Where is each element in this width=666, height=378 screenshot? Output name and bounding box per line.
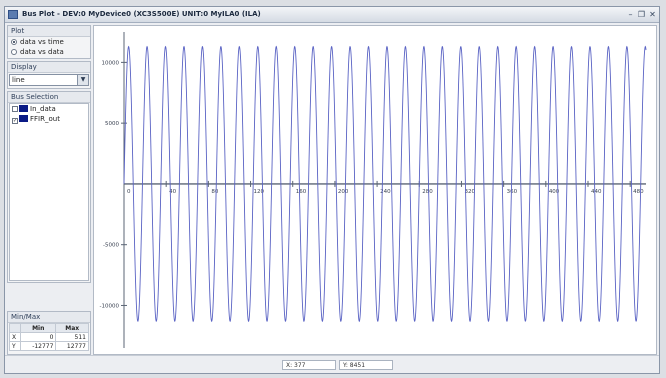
- chevron-down-icon[interactable]: ▼: [77, 75, 88, 85]
- y-readout: Y: 8451: [339, 360, 393, 370]
- minmax-row-x: X 0 511: [10, 333, 89, 342]
- title-bar[interactable]: Bus Plot - DEV:0 MyDevice0 (XC3S500E) UN…: [5, 7, 659, 23]
- bus-item-ffir-out[interactable]: ✓ FFIR_out: [10, 114, 88, 124]
- bus-list: In_data ✓ FFIR_out: [9, 103, 89, 281]
- close-icon[interactable]: ✕: [648, 10, 657, 19]
- minmax-corner: [10, 324, 21, 333]
- radio-unselected-icon: [11, 49, 17, 55]
- minmax-panel: Min/Max Min Max X 0 511 Y -12777 12777: [7, 311, 91, 355]
- y-tick-label: -10000: [100, 303, 120, 309]
- bus-plot-window: Bus Plot - DEV:0 MyDevice0 (XC3S500E) UN…: [4, 6, 660, 374]
- x-tick-label: 320: [464, 189, 475, 195]
- minmax-row-y: Y -12777 12777: [10, 342, 89, 351]
- x-tick-label: 360: [507, 189, 518, 195]
- minmax-x-min[interactable]: 0: [21, 333, 56, 342]
- display-panel-title: Display: [8, 62, 90, 73]
- sidebar: Plot data vs time data vs data Display l…: [7, 25, 91, 355]
- restore-icon[interactable]: ❐: [637, 10, 646, 19]
- y-axis: -10000 -5000 5000 10000: [100, 32, 127, 348]
- x-tick-label: 440: [591, 189, 602, 195]
- minmax-y-max[interactable]: 12777: [56, 342, 89, 351]
- x-tick-label: 280: [422, 189, 433, 195]
- color-swatch[interactable]: [19, 105, 28, 112]
- window-title: Bus Plot - DEV:0 MyDevice0 (XC3S500E) UN…: [22, 10, 261, 18]
- minmax-y-min[interactable]: -12777: [21, 342, 56, 351]
- minmax-x-max[interactable]: 511: [56, 333, 89, 342]
- y-tick-label: -5000: [103, 243, 119, 249]
- bus-item-label: In_data: [30, 105, 56, 113]
- y-tick-label: 5000: [105, 121, 119, 127]
- bus-item-label: FFIR_out: [30, 115, 60, 123]
- checkbox-unchecked-icon[interactable]: [12, 106, 18, 112]
- radio-label: data vs time: [20, 38, 64, 46]
- minmax-header-max: Max: [56, 324, 89, 333]
- minmax-title: Min/Max: [8, 312, 90, 323]
- minimize-icon[interactable]: –: [626, 10, 635, 19]
- x-tick-label: 0: [127, 189, 131, 195]
- bus-selection-panel: Bus Selection In_data ✓ FFIR_out: [7, 91, 91, 283]
- display-panel: Display line ▼: [7, 61, 91, 89]
- minmax-header-min: Min: [21, 324, 56, 333]
- bus-item-in-data[interactable]: In_data: [10, 104, 88, 114]
- status-bar: X: 377 Y: 8451: [5, 355, 659, 373]
- y-tick-label: 10000: [102, 60, 120, 66]
- bus-selection-title: Bus Selection: [8, 92, 90, 103]
- radio-data-vs-data[interactable]: data vs data: [8, 47, 90, 57]
- x-tick-label: 160: [296, 189, 307, 195]
- color-swatch[interactable]: [19, 115, 28, 122]
- radio-selected-icon: [11, 39, 17, 45]
- plot-panel-title: Plot: [8, 26, 90, 37]
- x-readout: X: 377: [282, 360, 336, 370]
- plot-area[interactable]: -10000 -5000 5000 10000 0 40 80 120 160 200 240 28…: [93, 25, 657, 355]
- minmax-row-label: Y: [10, 342, 21, 351]
- x-tick-label: 80: [211, 189, 218, 195]
- checkbox-checked-icon[interactable]: ✓: [12, 118, 18, 124]
- minmax-row-label: X: [10, 333, 21, 342]
- x-tick-label: 480: [633, 189, 644, 195]
- display-select[interactable]: line ▼: [9, 74, 89, 86]
- app-icon: [8, 10, 18, 19]
- x-axis: 0 40 80 120 160 200 240 280 320 360 400 440 480: [124, 181, 646, 195]
- display-select-value: line: [12, 76, 25, 84]
- radio-data-vs-time[interactable]: data vs time: [8, 37, 90, 47]
- x-tick-label: 200: [338, 189, 349, 195]
- minmax-table: Min Max X 0 511 Y -12777 12777: [9, 323, 89, 351]
- plot-panel: Plot data vs time data vs data: [7, 25, 91, 59]
- radio-label: data vs data: [20, 48, 64, 56]
